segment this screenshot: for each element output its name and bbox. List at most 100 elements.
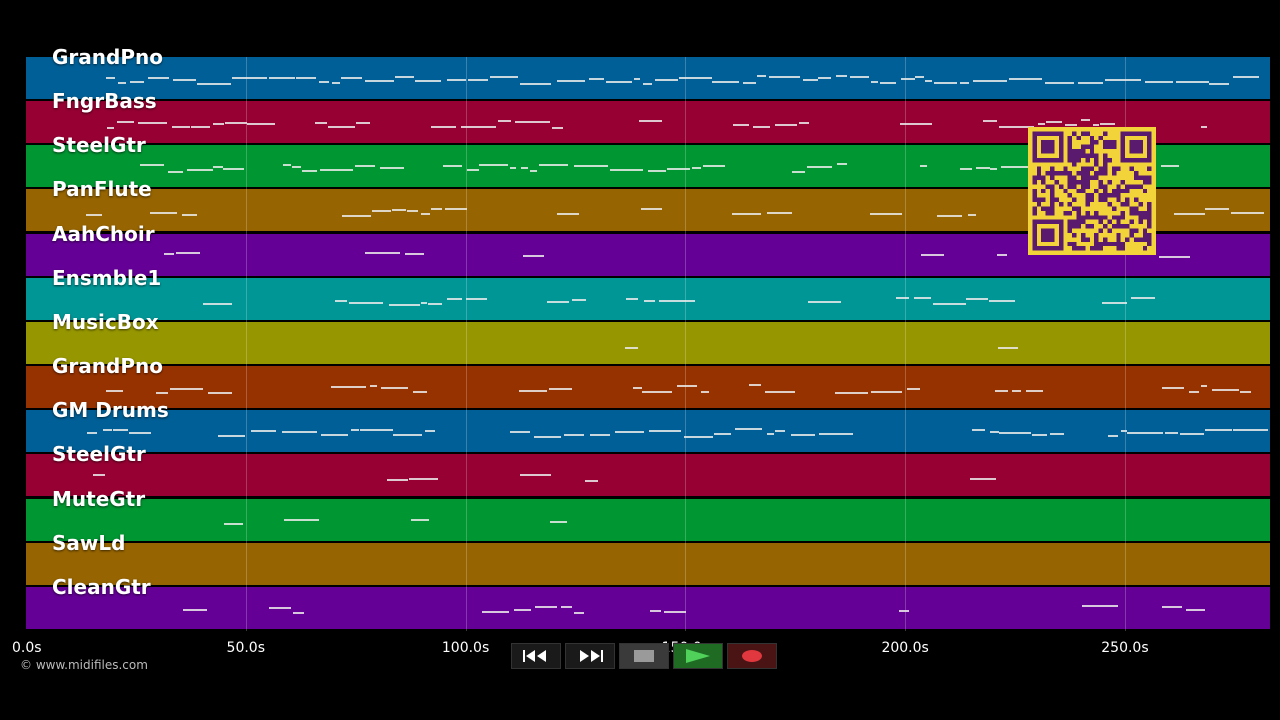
note: [638, 120, 663, 123]
note: [282, 430, 317, 433]
note: [1158, 255, 1191, 258]
note: [920, 164, 927, 167]
note: [1186, 608, 1206, 611]
note: [870, 213, 903, 216]
note: [808, 301, 841, 304]
note: [664, 611, 687, 614]
track-row[interactable]: [26, 410, 1270, 455]
note: [1105, 79, 1141, 82]
track-row[interactable]: [26, 454, 1270, 499]
fast-forward-button[interactable]: [565, 643, 615, 669]
note: [633, 387, 642, 390]
note: [648, 430, 682, 433]
note: [364, 252, 401, 255]
note: [702, 165, 725, 168]
note: [360, 429, 393, 432]
note: [1180, 433, 1205, 436]
note: [102, 429, 113, 432]
record-button[interactable]: [727, 643, 777, 669]
note: [331, 386, 366, 389]
note: [791, 170, 806, 173]
note: [588, 77, 605, 80]
note: [468, 78, 488, 81]
note: [349, 301, 384, 304]
track-row[interactable]: [26, 586, 1270, 631]
track-row[interactable]: [26, 542, 1270, 587]
track-row[interactable]: [26, 321, 1270, 366]
note: [1189, 391, 1200, 394]
note: [292, 165, 302, 168]
note: [767, 433, 775, 436]
note: [519, 389, 548, 392]
track-row[interactable]: [26, 366, 1270, 411]
note: [186, 168, 214, 171]
note: [320, 434, 348, 437]
note: [965, 297, 989, 300]
note: [86, 214, 102, 217]
track-label: Ensmble1: [52, 265, 162, 290]
note: [168, 170, 184, 173]
note: [208, 391, 233, 394]
play-button[interactable]: [673, 643, 723, 669]
note: [155, 391, 168, 394]
note: [1231, 211, 1265, 214]
note: [549, 520, 568, 523]
note: [498, 120, 511, 123]
note: [1009, 78, 1042, 81]
note: [406, 209, 418, 212]
note: [994, 390, 1008, 393]
note: [520, 167, 528, 170]
note: [539, 163, 569, 166]
stop-button[interactable]: [619, 643, 669, 669]
note: [172, 125, 190, 128]
note: [633, 77, 640, 80]
note: [900, 122, 933, 125]
note: [896, 296, 910, 299]
note: [915, 75, 924, 78]
track-row[interactable]: [26, 57, 1270, 101]
track-label: FngrBass: [52, 89, 157, 114]
note: [700, 390, 709, 393]
note: [976, 167, 990, 170]
rewind-button[interactable]: [511, 643, 561, 669]
note: [605, 80, 633, 83]
note: [461, 125, 496, 128]
grid-line: [905, 57, 907, 631]
note: [519, 473, 551, 476]
note: [331, 82, 340, 85]
note: [924, 79, 932, 82]
note: [766, 212, 793, 215]
note: [445, 208, 467, 211]
track-label: SawLd: [52, 530, 126, 555]
note: [129, 81, 145, 84]
note: [1161, 605, 1183, 608]
note: [519, 82, 552, 85]
stop-icon: [634, 650, 654, 662]
note: [405, 252, 424, 255]
note: [1011, 390, 1021, 393]
note: [1201, 125, 1208, 128]
note: [743, 81, 757, 84]
note: [643, 299, 656, 302]
note: [191, 126, 210, 129]
note: [1031, 434, 1047, 437]
note: [835, 391, 868, 394]
note: [149, 211, 178, 214]
note: [350, 429, 359, 432]
note: [1130, 296, 1155, 299]
copyright-text: © www.midifiles.com: [20, 658, 148, 672]
note: [117, 82, 127, 85]
note: [302, 169, 318, 172]
note: [164, 253, 174, 256]
note: [1064, 123, 1078, 126]
note: [394, 75, 415, 78]
note: [609, 168, 643, 171]
track-row[interactable]: [26, 498, 1270, 543]
note: [318, 81, 330, 84]
note: [1102, 302, 1128, 305]
note: [1077, 81, 1103, 84]
rewind-icon: [523, 650, 546, 662]
note: [381, 386, 408, 389]
note: [341, 215, 372, 218]
note: [765, 390, 796, 393]
